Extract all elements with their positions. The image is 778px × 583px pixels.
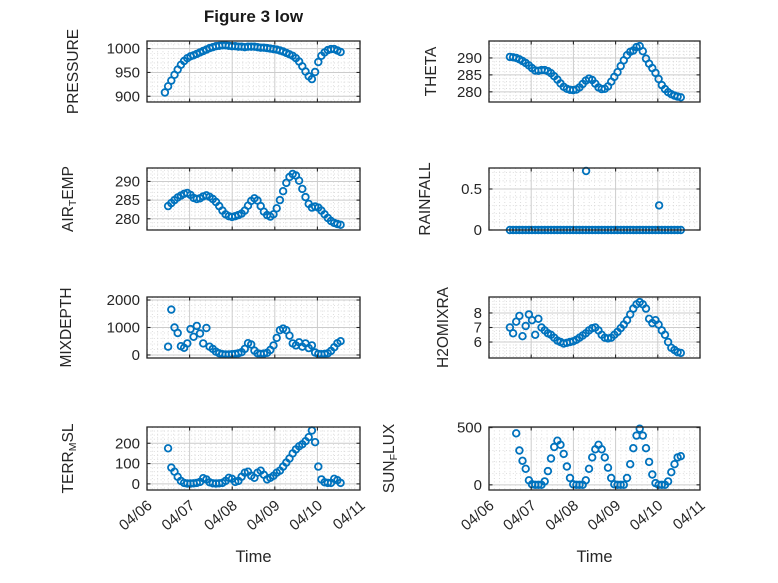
y-tick-label: 280	[115, 211, 140, 228]
axis-ticks	[488, 168, 701, 231]
axes-frame	[146, 167, 361, 231]
data-series	[160, 41, 345, 97]
y-tick-label: 0	[474, 477, 482, 494]
axis-ticks	[488, 297, 701, 358]
axes-frame	[146, 426, 361, 491]
x-tick-label: 04/07	[158, 497, 198, 534]
x-tick-label: 04/11	[670, 497, 709, 533]
subplot-mixdepth: 0 1000 2000 MIXDEPTH	[58, 287, 361, 368]
y-tick-label: 285	[457, 67, 482, 84]
subplot-air-temp: 280 285 290 AIRTEMP	[60, 166, 361, 232]
y-axis-label-theta: THETA	[423, 46, 440, 96]
subplot-sun-flux: 0 500 SUNFLUX 04/06 04/07 04/08 04/09 04/10 04/1…	[381, 420, 709, 535]
x-tick-label: 04/09	[584, 497, 624, 534]
y-axis-label-air-temp: AIRTEMP	[60, 166, 79, 232]
y-tick-label: 1000	[107, 41, 140, 58]
y-axis-label-sun-flux: SUNFLUX	[381, 423, 400, 493]
y-tick-label: 100	[115, 456, 140, 473]
x-tick-label: 04/06	[116, 497, 156, 534]
y-tick-label: 0	[132, 347, 140, 364]
y-tick-label: 1000	[107, 320, 140, 337]
x-tick-label: 04/11	[330, 497, 369, 533]
y-tick-label: 6	[474, 334, 482, 351]
y-tick-label: 290	[115, 173, 140, 190]
subplot-rainfall: 0 0.5 RAINFALL	[417, 162, 701, 239]
x-tick-label: 04/09	[244, 497, 284, 534]
axis-ticks	[488, 427, 701, 490]
x-axis-label-left: Time	[235, 548, 272, 566]
y-tick-label: 0	[132, 476, 140, 493]
x-tick-label: 04/10	[627, 497, 667, 534]
y-tick-label: 290	[457, 50, 482, 67]
data-series	[512, 424, 685, 489]
y-axis-label-h2omixra: H2OMIXRA	[435, 286, 452, 368]
y-tick-label: 280	[457, 84, 482, 101]
x-tick-label: 04/08	[201, 497, 241, 534]
y-tick-label: 285	[115, 192, 140, 209]
data-series	[163, 169, 345, 229]
subplot-h2omixra: 678 H2OMIXRA	[435, 286, 701, 368]
y-tick-label: 950	[115, 64, 140, 81]
x-tick-label: 04/10	[286, 497, 326, 534]
x-axis-label-right: Time	[576, 548, 613, 566]
y-tick-label: 0.5	[461, 181, 482, 198]
axis-ticks	[146, 168, 361, 230]
y-tick-label: 2000	[107, 292, 140, 309]
data-series	[505, 41, 685, 102]
data-series	[163, 426, 345, 488]
subplot-pressure: 900 950 1000 PRESSURE	[65, 29, 361, 114]
axis-ticks	[146, 297, 361, 358]
y-tick-label: 7	[474, 320, 482, 337]
y-axis-label-terr-msl: TERRMSL	[60, 423, 79, 493]
axis-ticks	[146, 41, 361, 102]
x-tick-label: 04/07	[500, 497, 540, 534]
x-tick-label: 04/06	[458, 497, 498, 534]
y-tick-label: 200	[115, 435, 140, 452]
axes-frame	[146, 40, 361, 103]
y-tick-label: 0	[474, 222, 482, 239]
minor-grid	[147, 297, 360, 358]
y-axis-label-pressure: PRESSURE	[65, 29, 82, 114]
axis-ticks	[488, 41, 701, 102]
axes-frame	[488, 167, 701, 231]
y-tick-label: 8	[474, 305, 482, 322]
axes-frame	[488, 426, 701, 491]
y-axis-label-rainfall: RAINFALL	[417, 162, 434, 236]
axis-ticks	[146, 427, 361, 490]
data-series	[505, 297, 685, 358]
y-axis-label-mixdepth: MIXDEPTH	[58, 287, 75, 367]
y-tick-label: 500	[457, 420, 482, 437]
y-tick-label: 900	[115, 88, 140, 105]
x-tick-label: 04/08	[542, 497, 582, 534]
figure-title: Figure 3 low	[203, 7, 304, 26]
axes-frame	[488, 40, 701, 103]
minor-grid	[489, 168, 700, 230]
subplot-terr-msl: 0 100 200 TERRMSL 04/06 04/07 04/08 04/09 04/10 0…	[60, 423, 369, 534]
